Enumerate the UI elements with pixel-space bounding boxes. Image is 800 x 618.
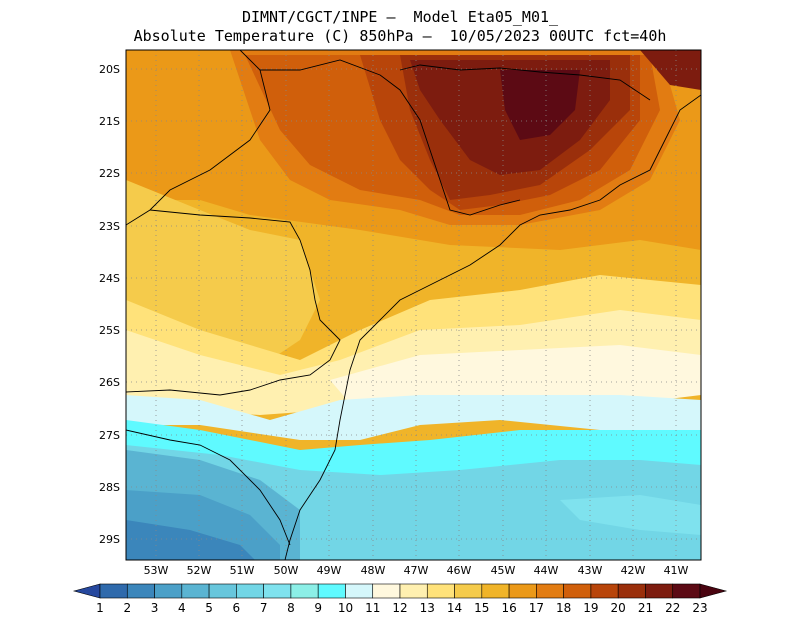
- colorbar-label: 13: [420, 601, 435, 615]
- colorbar-swatch: [181, 583, 210, 599]
- colorbar-swatch: [508, 583, 537, 599]
- colorbar-swatch: [154, 583, 183, 599]
- colorbar-label: 1: [96, 601, 104, 615]
- lon-label: 47W: [404, 564, 429, 577]
- colorbar-swatch: [317, 583, 346, 599]
- colorbar-swatch: [672, 583, 701, 599]
- colorbar-label: 3: [151, 601, 159, 615]
- colorbar-swatch: [645, 583, 674, 599]
- colorbar-swatch: [126, 583, 155, 599]
- colorbar-label: 20: [611, 601, 626, 615]
- colorbar-label: 15: [474, 601, 489, 615]
- lat-label: 22S: [99, 167, 120, 180]
- colorbar-swatch: [290, 583, 319, 599]
- field-23: [500, 70, 580, 140]
- colorbar-label: 22: [665, 601, 680, 615]
- colorbar-swatch: [236, 583, 264, 599]
- colorbar-label: 11: [365, 601, 380, 615]
- colorbar-swatch: [454, 583, 483, 599]
- colorbar-label: 2: [123, 601, 131, 615]
- lon-label: 44W: [534, 564, 559, 577]
- field-5: [126, 520, 255, 560]
- colorbar-label: 4: [178, 601, 186, 615]
- lat-label: 21S: [99, 115, 120, 128]
- grid: [126, 50, 701, 560]
- colorbar-swatch: [481, 583, 510, 599]
- coastlines: [126, 50, 701, 560]
- colorbar-label: 14: [447, 601, 462, 615]
- colorbar-label: 12: [392, 601, 407, 615]
- colorbar: 1 2 3 4 5 6 7 8 9 10 11 12 13 14 15 16 17 18 19 20 21 22 23: [72, 583, 728, 615]
- lon-axis: 53W 52W 51W 50W 49W 48W 47W 46W 45W 44W …: [144, 564, 689, 577]
- colorbar-label: 8: [287, 601, 295, 615]
- lon-label: 46W: [447, 564, 472, 577]
- lat-label: 28S: [99, 481, 120, 494]
- colorbar-swatch: [426, 583, 455, 599]
- colorbar-label: 16: [501, 601, 516, 615]
- lat-label: 20S: [99, 63, 120, 76]
- lon-label: 43W: [578, 564, 603, 577]
- colorbar-swatch: [590, 583, 619, 599]
- colorbar-label: 10: [338, 601, 353, 615]
- colorbar-label: 7: [260, 601, 268, 615]
- lon-label: 51W: [230, 564, 255, 577]
- lon-label: 48W: [361, 564, 386, 577]
- lat-label: 23S: [99, 220, 120, 233]
- lon-label: 45W: [491, 564, 516, 577]
- colorbar-swatch: [208, 583, 237, 599]
- colorbar-swatch: [372, 583, 401, 599]
- colorbar-label: 21: [638, 601, 653, 615]
- lon-label: 52W: [187, 564, 212, 577]
- lat-label: 25S: [99, 324, 120, 337]
- colorbar-swatch: [563, 583, 592, 599]
- field-22-ne: [640, 50, 701, 90]
- colorbar-swatch: [99, 583, 128, 599]
- field-11: [126, 395, 701, 440]
- chart-title-line1: DIMNT/CGCT/INPE — Model Eta05_M01_: [241, 8, 559, 26]
- lat-label: 26S: [99, 376, 120, 389]
- colorbar-over-arrow: [699, 583, 728, 599]
- lon-label: 50W: [274, 564, 299, 577]
- colorbar-swatch: [263, 583, 292, 599]
- temperature-field: [126, 50, 701, 560]
- lat-label: 27S: [99, 429, 120, 442]
- colorbar-swatch: [536, 583, 564, 599]
- plot-frame: [125, 49, 702, 561]
- colorbar-label: 17: [529, 601, 544, 615]
- colorbar-label: 9: [314, 601, 322, 615]
- lon-label: 41W: [664, 564, 689, 577]
- colorbar-label: 5: [205, 601, 213, 615]
- lat-axis: 20S 21S 22S 23S 24S 25S 26S 27S 28S 29S: [99, 63, 120, 546]
- colorbar-label: 19: [583, 601, 598, 615]
- lon-label: 42W: [621, 564, 646, 577]
- lon-label: 53W: [144, 564, 169, 577]
- colorbar-label: 6: [233, 601, 241, 615]
- colorbar-swatch: [345, 583, 374, 599]
- colorbar-label: 18: [556, 601, 571, 615]
- chart-title-line2: Absolute Temperature (C) 850hPa — 10/05/…: [133, 27, 667, 45]
- field-8: [560, 495, 701, 535]
- colorbar-label: 23: [692, 601, 707, 615]
- colorbar-swatch: [617, 583, 646, 599]
- colorbar-swatch: [399, 583, 428, 599]
- lon-label: 49W: [317, 564, 342, 577]
- lat-label: 29S: [99, 533, 120, 546]
- lat-label: 24S: [99, 272, 120, 285]
- colorbar-under-arrow: [72, 583, 101, 599]
